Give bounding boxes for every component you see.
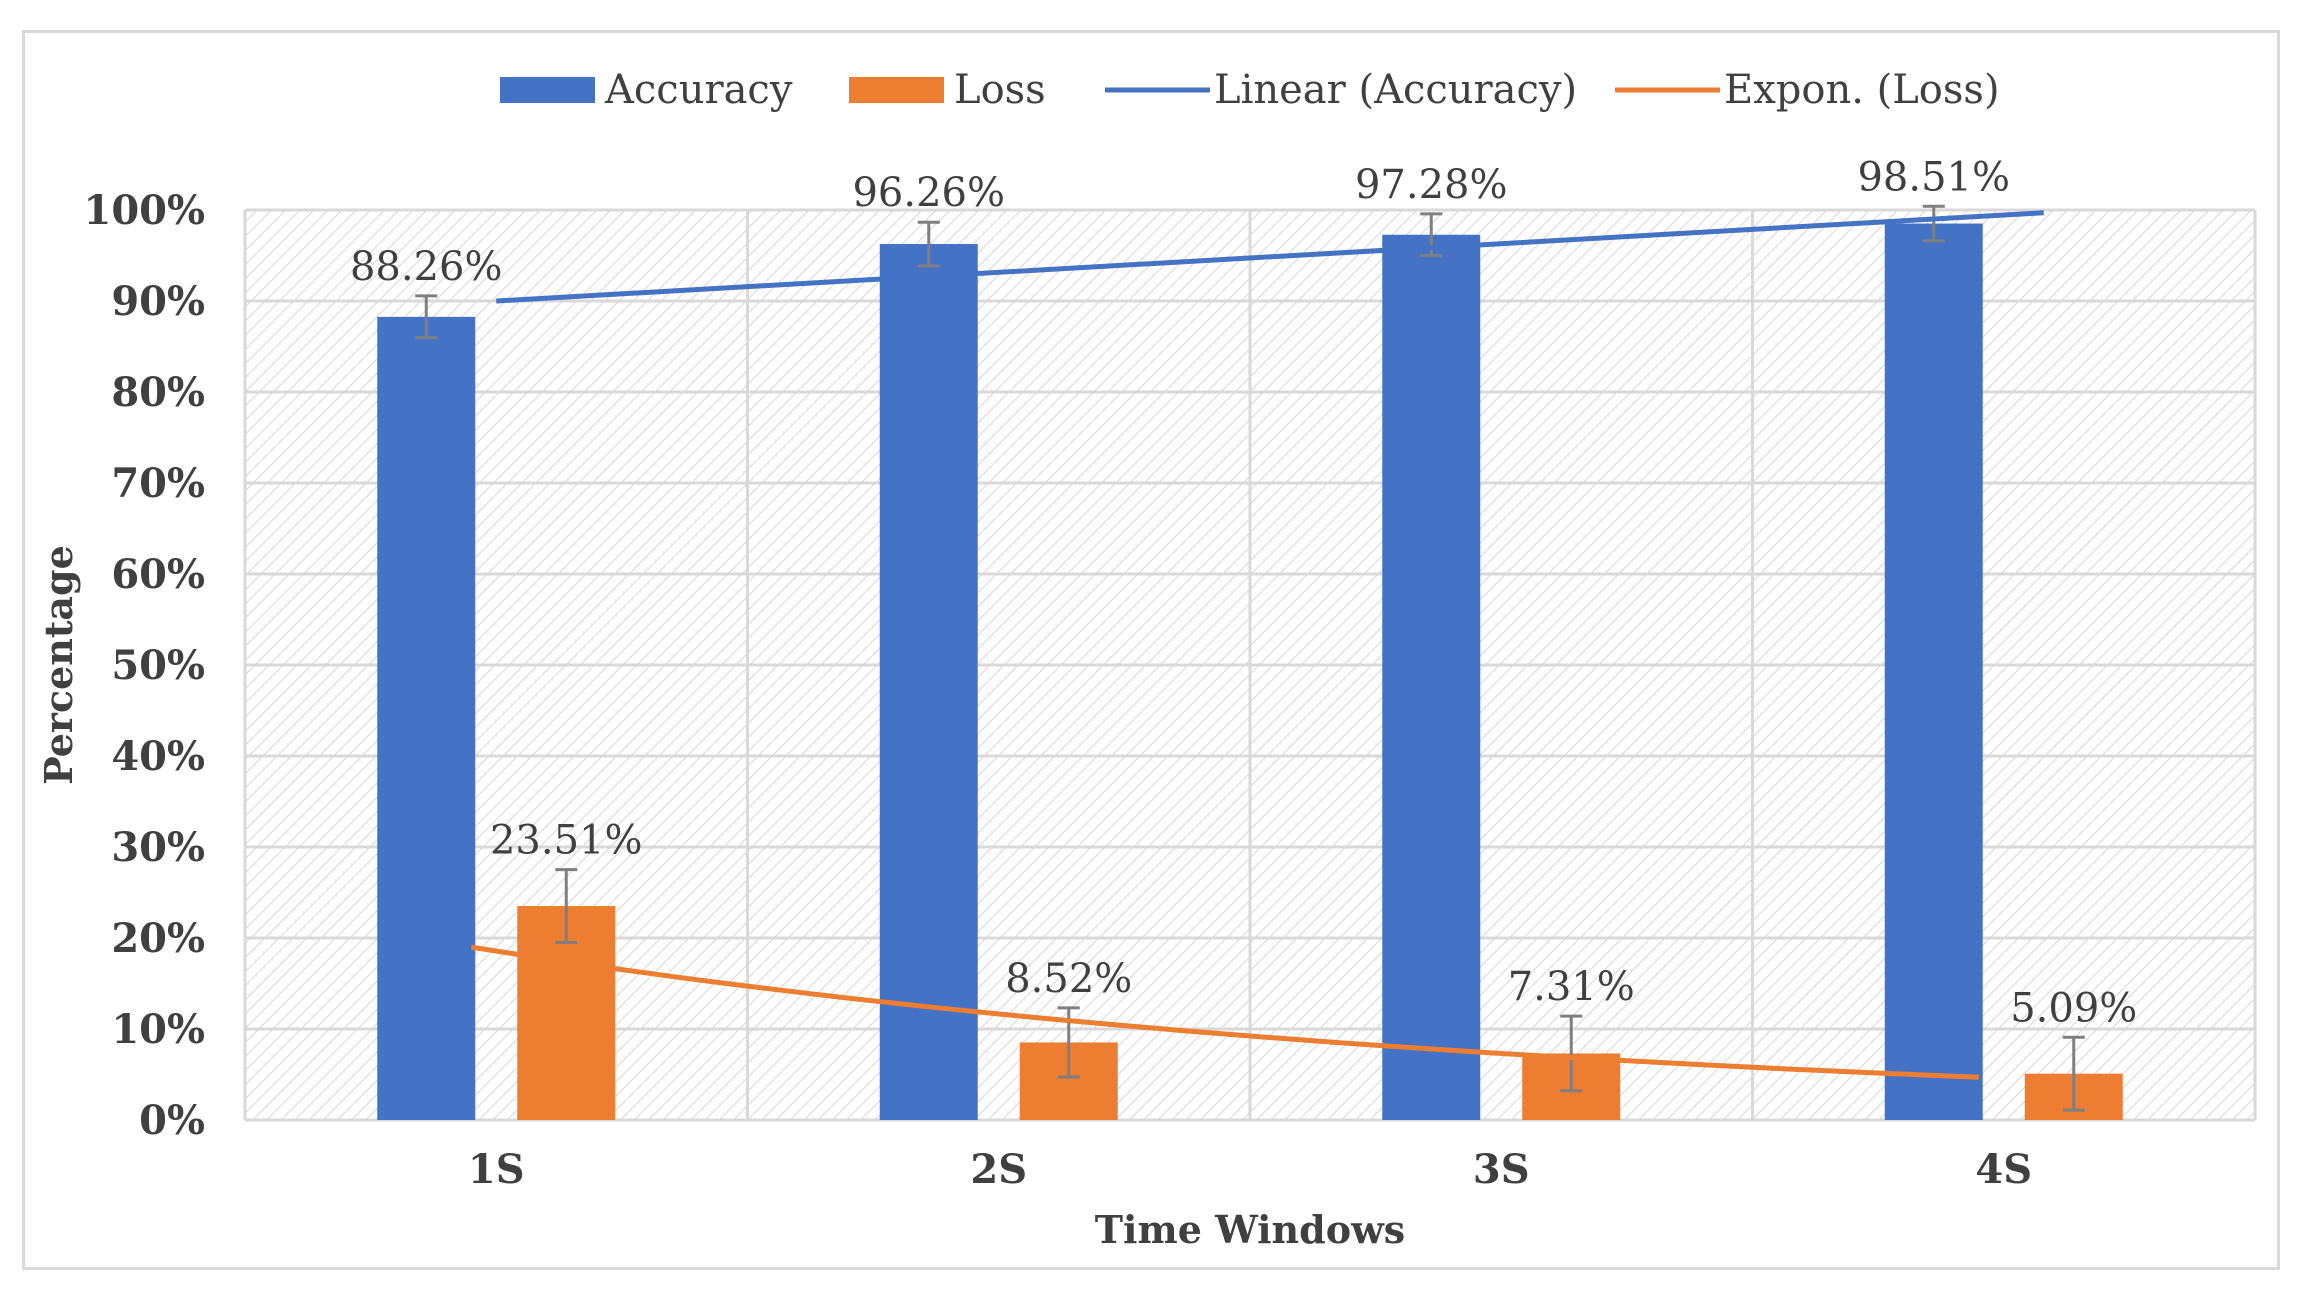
trendlines: [470, 210, 2044, 1080]
bar-accuracy: [1382, 234, 1481, 1120]
legend: Accuracy Loss Linear (Accuracy) Expon. (…: [500, 67, 2000, 113]
x-axis-title: Time Windows: [1095, 1207, 1405, 1252]
data-label-accuracy: 88.26%: [350, 244, 503, 290]
y-tick-label: 40%: [111, 733, 205, 780]
x-tick-label: 2S: [970, 1146, 1027, 1193]
data-label-accuracy: 97.28%: [1355, 162, 1508, 208]
y-axis-ticks: 0% 10% 20% 30% 40% 50% 60% 70% 80% 90% 100%: [83, 187, 205, 1144]
data-label-loss: 23.51%: [490, 818, 643, 864]
x-tick-label: 1S: [468, 1146, 525, 1193]
y-tick-label: 60%: [111, 551, 205, 598]
data-label-accuracy: 96.26%: [852, 170, 1005, 216]
y-tick-label: 0%: [139, 1097, 205, 1144]
legend-swatch-accuracy: [500, 77, 595, 103]
data-labels: 88.26% 23.51% 96.26% 8.52% 97.28% 7.31% 98.51%…: [350, 154, 2137, 1031]
bars: [377, 223, 2123, 1121]
y-tick-label: 90%: [111, 278, 205, 325]
bar-accuracy: [1884, 223, 1983, 1120]
y-axis-title: Percentage: [36, 545, 81, 785]
bar-accuracy: [879, 244, 978, 1120]
trendline-linear-accuracy: [496, 210, 2044, 304]
bar-accuracy: [377, 316, 476, 1121]
data-label-loss: 5.09%: [2010, 985, 2137, 1031]
y-tick-label: 100%: [83, 187, 205, 234]
trendline-expon-loss: [470, 944, 1979, 1080]
data-label-accuracy: 98.51%: [1857, 154, 2010, 200]
x-tick-label: 3S: [1473, 1146, 1530, 1193]
y-tick-label: 30%: [111, 824, 205, 871]
data-label-loss: 8.52%: [1005, 956, 1132, 1002]
legend-swatch-loss: [849, 77, 944, 103]
legend-label-loss: Loss: [954, 67, 1046, 113]
y-tick-label: 70%: [111, 460, 205, 507]
x-tick-label: 4S: [1975, 1146, 2032, 1193]
y-tick-label: 10%: [111, 1006, 205, 1053]
y-tick-label: 20%: [111, 915, 205, 962]
legend-label-expon-loss: Expon. (Loss): [1724, 67, 2000, 113]
data-label-loss: 7.31%: [1508, 964, 1635, 1010]
y-tick-label: 50%: [111, 642, 205, 689]
y-tick-label: 80%: [111, 369, 205, 416]
legend-label-linear-accuracy: Linear (Accuracy): [1214, 67, 1577, 113]
x-axis-ticks: 1S 2S 3S 4S: [468, 1146, 2032, 1193]
legend-label-accuracy: Accuracy: [604, 67, 793, 113]
